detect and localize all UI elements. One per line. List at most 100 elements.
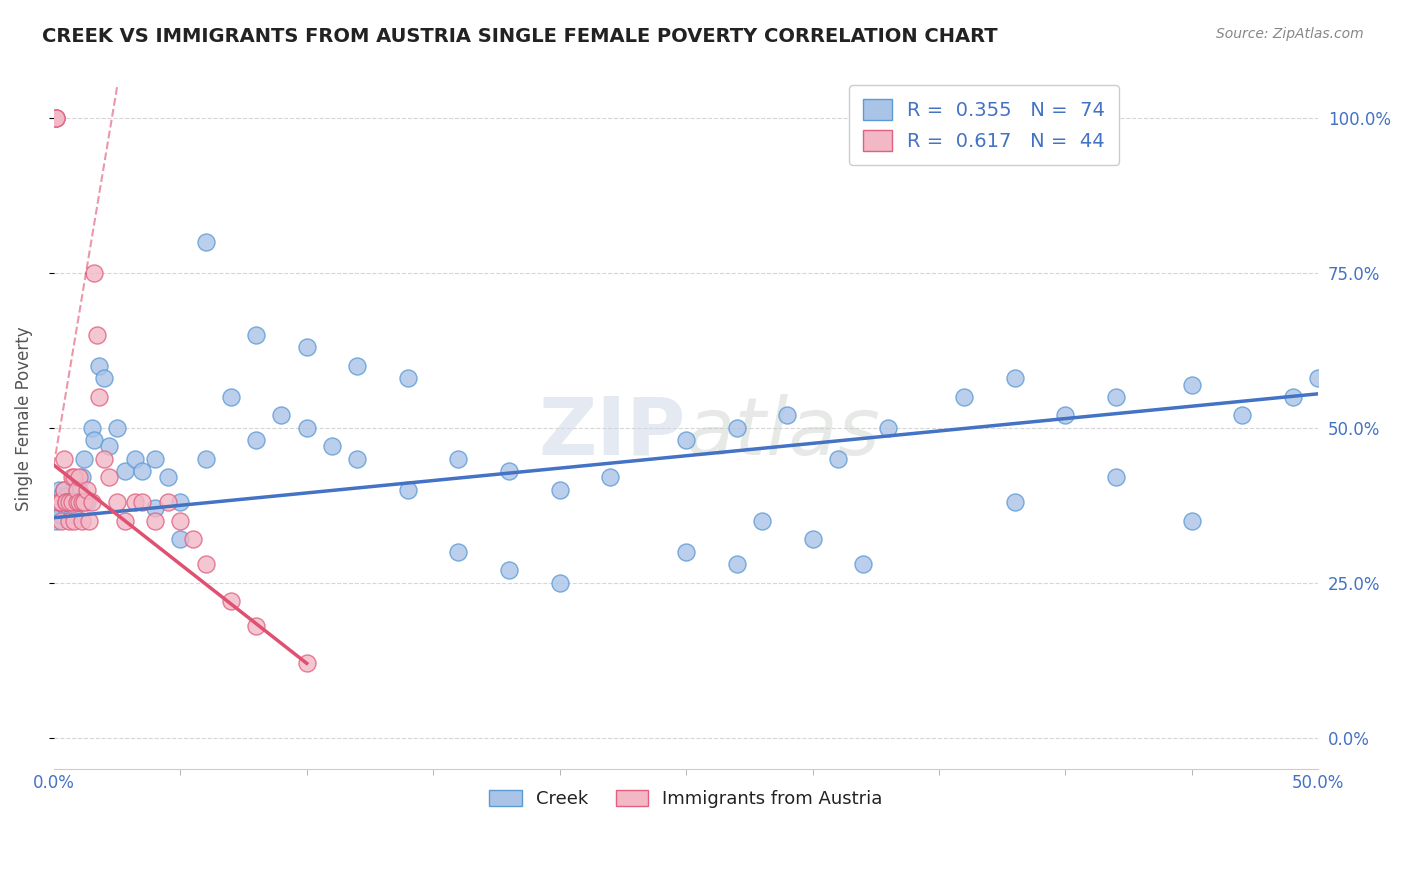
Point — [55, 489, 77, 503]
Text: ZIP: ZIP — [538, 393, 686, 472]
Point — [60, 495, 83, 509]
Text: Source: ZipAtlas.com: Source: ZipAtlas.com — [1216, 27, 1364, 41]
Point — [76, 483, 98, 497]
Point — [45, 111, 67, 125]
Point — [675, 434, 697, 448]
Point — [58, 495, 80, 509]
Point — [114, 514, 136, 528]
Point — [52, 483, 75, 497]
Point — [70, 514, 93, 528]
Point — [548, 483, 571, 497]
Point — [245, 327, 267, 342]
Point — [52, 483, 75, 497]
Point — [65, 495, 87, 509]
Point — [245, 434, 267, 448]
Point — [51, 489, 73, 503]
Point — [143, 501, 166, 516]
Point — [89, 390, 111, 404]
Point — [45, 111, 67, 125]
Point — [58, 495, 80, 509]
Point — [156, 470, 179, 484]
Point — [1181, 514, 1204, 528]
Point — [77, 514, 100, 528]
Point — [45, 111, 67, 125]
Point — [953, 390, 976, 404]
Point — [321, 440, 343, 454]
Point — [877, 421, 900, 435]
Y-axis label: Single Female Poverty: Single Female Poverty — [15, 326, 32, 511]
Point — [55, 495, 77, 509]
Point — [131, 464, 153, 478]
Point — [131, 495, 153, 509]
Point — [51, 514, 73, 528]
Point — [65, 483, 87, 497]
Point — [63, 470, 86, 484]
Point — [65, 495, 87, 509]
Point — [67, 470, 90, 484]
Point — [725, 557, 748, 571]
Point — [93, 451, 115, 466]
Point — [548, 575, 571, 590]
Point — [169, 495, 191, 509]
Point — [143, 451, 166, 466]
Point — [295, 340, 318, 354]
Point — [194, 451, 217, 466]
Point — [346, 359, 368, 373]
Point — [83, 266, 105, 280]
Point — [219, 594, 242, 608]
Point — [105, 495, 128, 509]
Point — [98, 440, 121, 454]
Point — [1105, 470, 1128, 484]
Point — [270, 409, 292, 423]
Point — [67, 483, 90, 497]
Point — [1004, 495, 1026, 509]
Point — [114, 464, 136, 478]
Point — [73, 495, 96, 509]
Text: atlas: atlas — [686, 393, 880, 472]
Point — [1054, 409, 1077, 423]
Point — [1181, 377, 1204, 392]
Point — [776, 409, 799, 423]
Point — [1232, 409, 1254, 423]
Point — [51, 508, 73, 522]
Point — [498, 563, 520, 577]
Point — [346, 451, 368, 466]
Point — [124, 451, 146, 466]
Point — [498, 464, 520, 478]
Point — [143, 514, 166, 528]
Point — [55, 495, 77, 509]
Point — [86, 327, 108, 342]
Point — [80, 421, 103, 435]
Point — [52, 451, 75, 466]
Point — [45, 514, 67, 528]
Point — [827, 451, 849, 466]
Point — [194, 235, 217, 249]
Point — [194, 557, 217, 571]
Point — [156, 495, 179, 509]
Point — [48, 483, 70, 497]
Point — [295, 421, 318, 435]
Point — [1308, 371, 1330, 385]
Point — [63, 501, 86, 516]
Point — [80, 495, 103, 509]
Point — [181, 533, 204, 547]
Point — [70, 470, 93, 484]
Point — [801, 533, 824, 547]
Point — [852, 557, 875, 571]
Point — [396, 371, 419, 385]
Point — [48, 501, 70, 516]
Point — [63, 514, 86, 528]
Point — [83, 434, 105, 448]
Point — [73, 451, 96, 466]
Point — [245, 619, 267, 633]
Point — [55, 501, 77, 516]
Point — [105, 421, 128, 435]
Point — [67, 495, 90, 509]
Point — [751, 514, 773, 528]
Point — [48, 495, 70, 509]
Point — [76, 495, 98, 509]
Point — [169, 514, 191, 528]
Point — [51, 495, 73, 509]
Point — [60, 508, 83, 522]
Point — [45, 495, 67, 509]
